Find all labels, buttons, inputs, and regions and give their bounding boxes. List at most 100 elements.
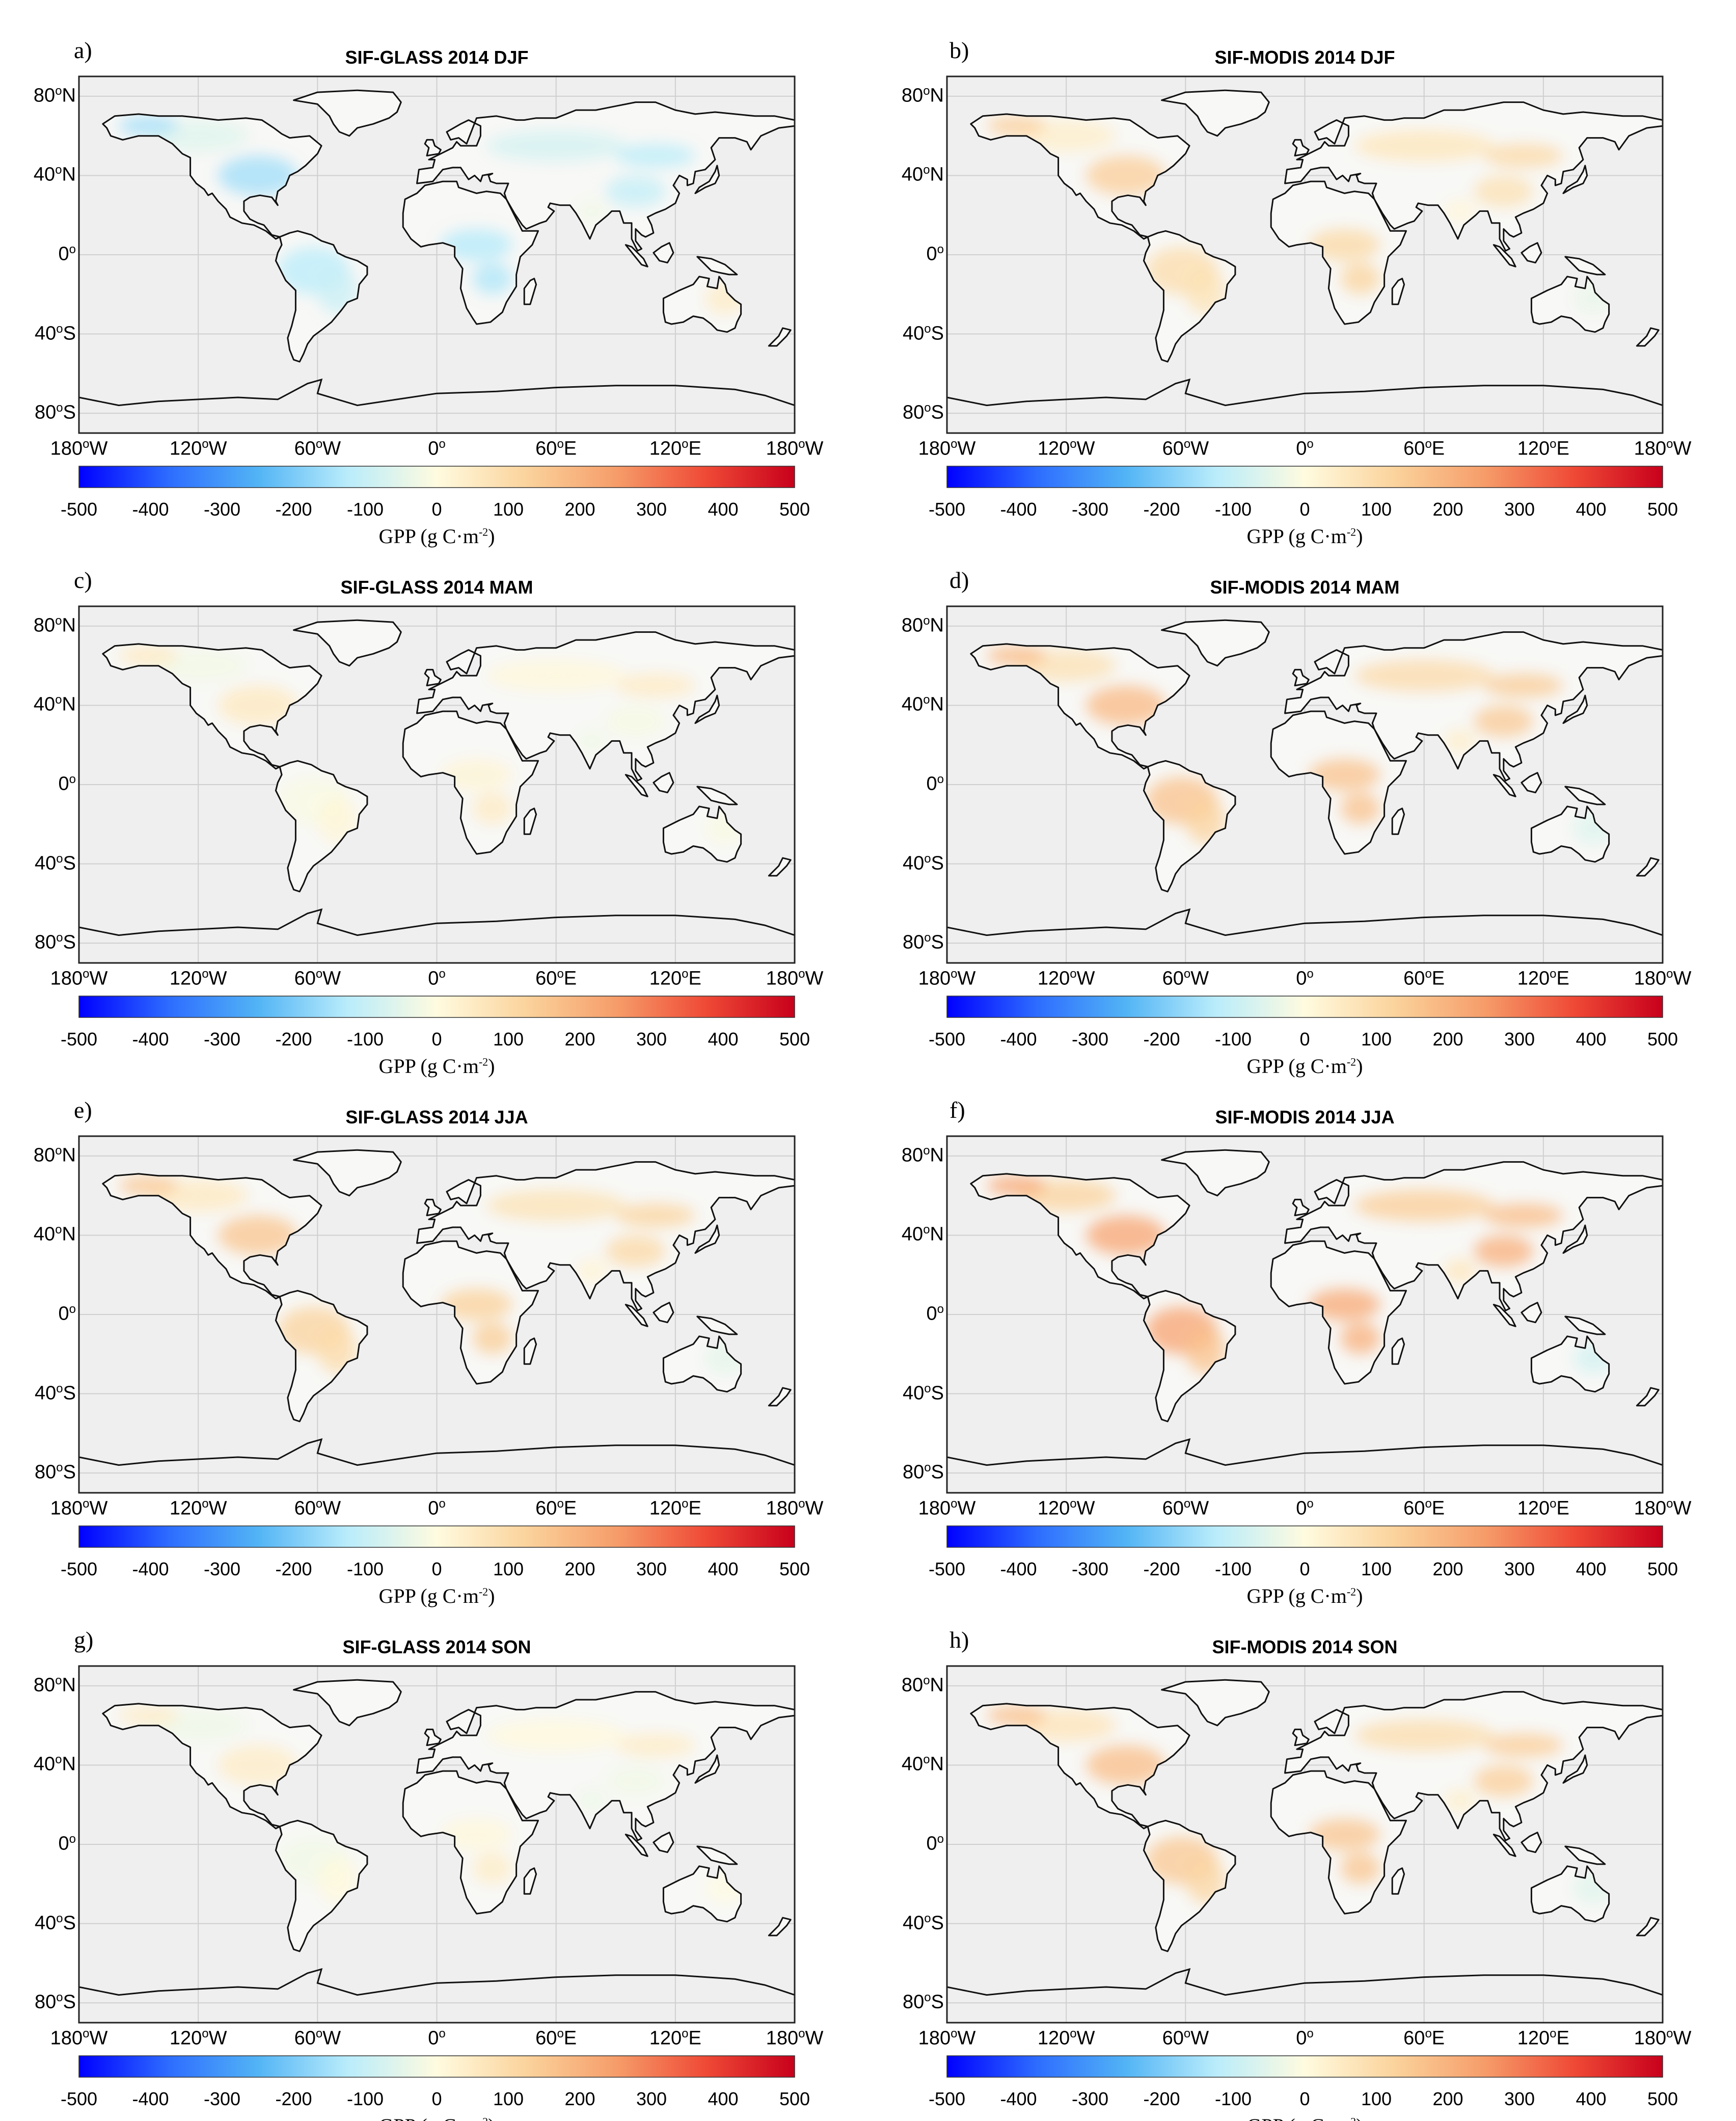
antarctica-coastline <box>946 908 1663 936</box>
panel-label: a) <box>74 37 92 63</box>
colorbar-tick-label: -400 <box>1000 499 1037 520</box>
coastline-new-zealand <box>1636 1917 1660 1937</box>
coastline-great-britain <box>1292 139 1310 157</box>
colorbar-tick-label: -100 <box>346 1559 384 1579</box>
colorbar-tick-label: 100 <box>1361 499 1392 520</box>
gpp-anomaly-patch <box>1444 1259 1476 1283</box>
coastline-australia <box>662 1865 742 1923</box>
longitude-tick-label: 180oW <box>918 1497 976 1519</box>
coastline-madagascar <box>1391 1337 1405 1365</box>
colorbar-tick-label: 0 <box>431 1559 442 1579</box>
colorbar-tick-label: -500 <box>928 2088 966 2109</box>
latitude-tick-label: 40oN <box>901 1753 944 1776</box>
gpp-anomaly-patch <box>615 1203 695 1227</box>
colorbar-tick-label: 100 <box>1361 1029 1392 1050</box>
coastlines <box>970 619 1664 893</box>
map-frame <box>78 605 796 964</box>
coastline-madagascar <box>523 278 537 305</box>
coastline-north-america <box>970 1173 1190 1300</box>
latitude-tick-label: 0o <box>926 243 944 265</box>
coastlines <box>102 1149 796 1422</box>
coastline-eurasia <box>416 631 796 782</box>
colorbar-tick-label: -200 <box>1143 1029 1180 1050</box>
panel-label: b) <box>950 37 969 63</box>
gpp-anomaly-patch <box>1474 705 1534 737</box>
gpp-anomaly-patch <box>472 792 512 824</box>
longitude-tick-label: 60oW <box>294 1497 341 1519</box>
coastline-greenland <box>1161 1679 1270 1727</box>
panel-label: d) <box>950 567 969 593</box>
colorbar-tick-label: 300 <box>636 2088 667 2109</box>
longitude-tick-label: 60oW <box>294 437 341 460</box>
panel-label: e) <box>74 1097 92 1123</box>
latitude-tick-label: 80oS <box>35 401 76 423</box>
coastline-south-america <box>275 760 368 893</box>
longitude-tick-label: 0o <box>428 437 446 460</box>
coastline-south-america <box>1143 760 1236 893</box>
coastline-new-guinea <box>696 256 738 276</box>
latitude-tick-label: 40oS <box>903 851 944 874</box>
gpp-anomaly-patch <box>1340 1852 1380 1884</box>
colorbar-units-label: GPP (g C·m-2) <box>378 1055 495 1078</box>
coastline-japan <box>1562 1224 1588 1254</box>
coastline-madagascar <box>523 808 537 835</box>
map-frame <box>946 1665 1664 2024</box>
gpp-anomaly-patch <box>119 116 179 136</box>
latitude-tick-label: 40oS <box>35 1911 76 1934</box>
antarctica-coastline <box>946 378 1663 407</box>
gpp-anomaly-patch <box>1474 1235 1534 1267</box>
longitude-tick-label: 120oW <box>1037 2027 1095 2049</box>
colorbar-tick-label: -200 <box>275 1559 312 1579</box>
longitude-tick-label: 120oW <box>1037 1497 1095 1519</box>
longitude-tick-label: 60oE <box>1403 1497 1445 1519</box>
coastline-new-zealand <box>768 327 792 347</box>
longitude-tick-label: 60oE <box>1403 2027 1445 2049</box>
gpp-anomaly-patch <box>119 1175 179 1196</box>
latitude-tick-label: 40oN <box>33 693 76 716</box>
longitude-tick-label: 180oW <box>1634 2027 1692 2049</box>
coastline-borneo <box>653 1302 674 1324</box>
coastline-sumatra <box>625 774 648 797</box>
latitude-tick-label: 40oN <box>33 1223 76 1246</box>
map-canvas <box>78 1135 796 1548</box>
colorbar-tick-label: -500 <box>60 499 98 520</box>
gpp-anomaly-patch <box>1474 1765 1534 1797</box>
colorbar-tick-label: 0 <box>1299 2088 1310 2109</box>
longitude-tick-label: 60oW <box>1162 437 1209 460</box>
gpp-anomaly-patch <box>615 1733 695 1757</box>
longitude-tick-label: 60oW <box>294 967 341 989</box>
gpp-anomaly-patch <box>615 144 695 168</box>
gpp-anomaly-patch <box>486 1190 626 1222</box>
colorbar <box>946 996 1663 1018</box>
coastline-greenland <box>293 1149 402 1197</box>
colorbar-tick-label: -500 <box>60 1559 98 1579</box>
gpp-anomaly-patch <box>1354 130 1494 162</box>
gpp-difference-field <box>119 1705 745 1904</box>
coastlines <box>970 1679 1664 1952</box>
colorbar-tick-label: 0 <box>1299 499 1310 520</box>
gpp-anomaly-patch <box>1444 729 1476 753</box>
colorbar-tick-label: -300 <box>1071 2088 1109 2109</box>
antarctica-coastline <box>946 1438 1663 1466</box>
coastline-australia <box>662 806 742 863</box>
colorbar-tick-label: 100 <box>493 2088 524 2109</box>
colorbar-tick-label: 500 <box>779 1559 810 1579</box>
gpp-anomaly-patch <box>441 229 512 261</box>
colorbar-tick-label: 0 <box>1299 1559 1310 1579</box>
gpp-anomaly-patch <box>1483 1203 1563 1227</box>
colorbar-tick-label: 300 <box>1504 499 1535 520</box>
colorbar-tick-label: -300 <box>1071 1029 1109 1050</box>
longitude-tick-label: 60oW <box>1162 2027 1209 2049</box>
longitude-tick-label: 180oW <box>766 1497 824 1519</box>
colorbar <box>78 2055 795 2078</box>
gpp-difference-field <box>987 1175 1613 1374</box>
colorbar-tick-label: 400 <box>1576 2088 1607 2109</box>
colorbar-tick-label: -500 <box>60 2088 98 2109</box>
longitude-tick-label: 60oW <box>1162 967 1209 989</box>
gpp-anomaly-patch <box>1444 1789 1476 1813</box>
latitude-tick-label: 80oS <box>903 1461 944 1483</box>
latitude-tick-label: 80oS <box>35 931 76 953</box>
coastline-borneo <box>653 242 674 264</box>
colorbar-tick-label: 300 <box>636 499 667 520</box>
panel-title: SIF-MODIS 2014 MAM <box>1210 577 1400 598</box>
